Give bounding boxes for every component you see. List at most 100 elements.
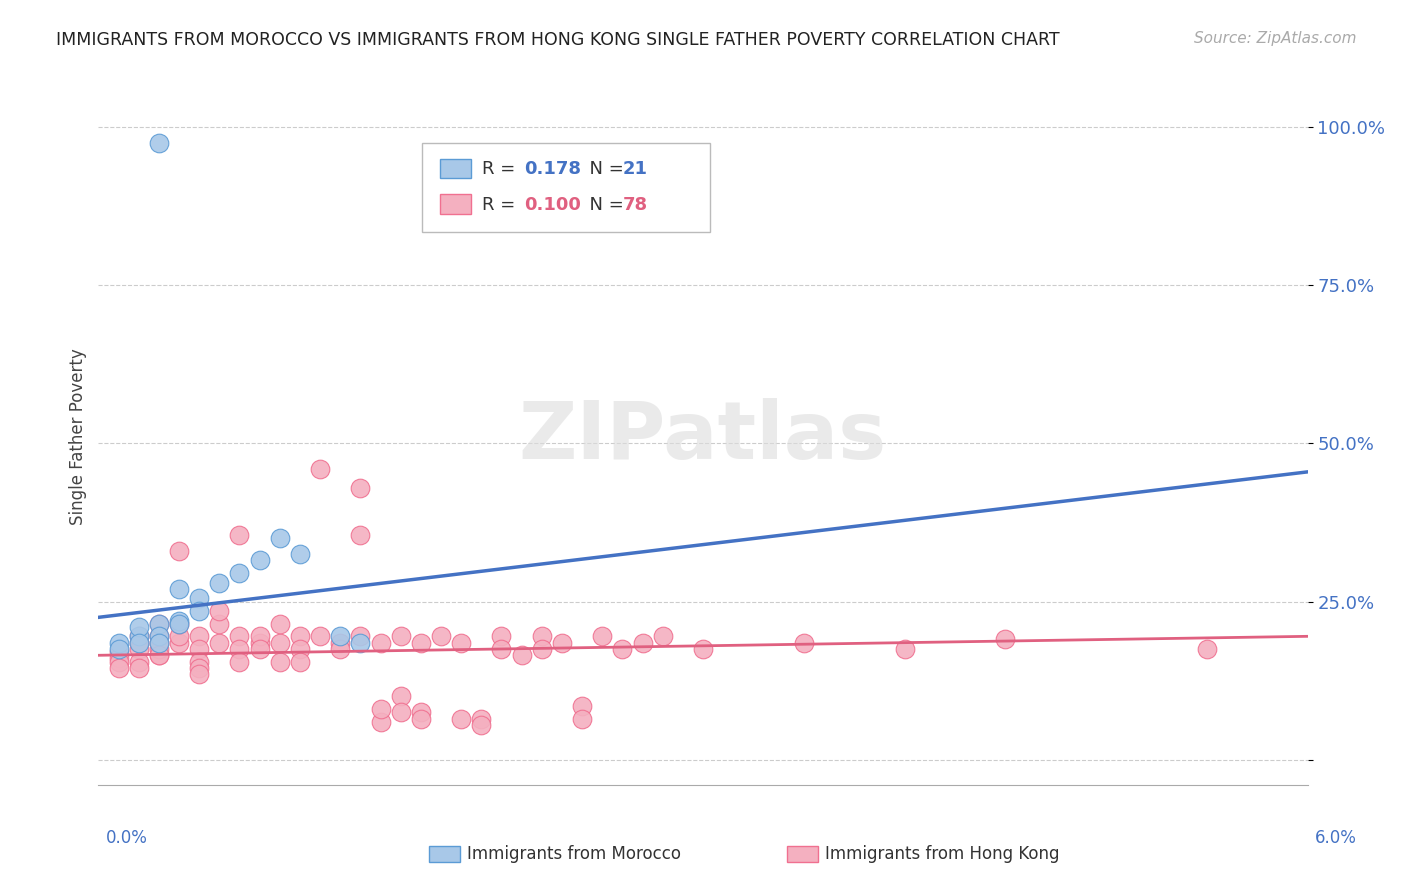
Point (893, 642, 915, 657)
Text: R =: R = (482, 161, 522, 178)
Point (389, 629, 412, 643)
Point (249, 629, 271, 643)
Point (148, 136, 170, 150)
Point (269, 531, 291, 545)
Text: 0.0%: 0.0% (105, 829, 148, 847)
Point (167, 616, 190, 631)
Point (269, 616, 291, 631)
Point (208, 575, 231, 590)
Point (288, 547, 311, 561)
Point (249, 635, 271, 649)
Point (128, 629, 150, 643)
Text: ZIPatlas: ZIPatlas (519, 398, 887, 476)
Point (370, 714, 392, 729)
Point (167, 582, 190, 596)
Text: IMMIGRANTS FROM MOROCCO VS IMMIGRANTS FROM HONG KONG SINGLE FATHER POVERTY CORRE: IMMIGRANTS FROM MOROCCO VS IMMIGRANTS FR… (56, 31, 1060, 49)
Point (349, 528, 371, 542)
Point (309, 629, 332, 643)
Point (994, 632, 1017, 647)
Point (349, 635, 371, 649)
Text: Source: ZipAtlas.com: Source: ZipAtlas.com (1194, 31, 1357, 46)
Point (107, 661, 129, 675)
Point (128, 635, 150, 649)
Point (148, 616, 170, 631)
Point (793, 635, 815, 649)
Point (167, 629, 190, 643)
Point (409, 635, 432, 649)
Point (551, 635, 574, 649)
Point (128, 635, 150, 649)
Text: 21: 21 (623, 161, 648, 178)
Point (288, 655, 311, 669)
Point (329, 629, 352, 643)
Point (491, 642, 513, 657)
Point (167, 635, 190, 649)
Point (128, 629, 150, 643)
Point (107, 651, 129, 665)
Point (128, 642, 150, 657)
Point (349, 629, 371, 643)
Point (612, 642, 634, 657)
Text: 6.0%: 6.0% (1315, 829, 1357, 847)
Point (591, 629, 613, 643)
Point (288, 642, 311, 657)
Point (188, 604, 211, 618)
Point (571, 712, 593, 726)
Point (228, 655, 250, 669)
Point (148, 616, 170, 631)
Point (450, 635, 472, 649)
Point (188, 591, 211, 606)
Point (389, 690, 412, 704)
Point (450, 712, 472, 726)
Y-axis label: Single Father Poverty: Single Father Poverty (69, 349, 87, 525)
Point (249, 553, 271, 567)
Point (188, 661, 211, 675)
Text: R =: R = (482, 196, 522, 214)
Point (167, 544, 190, 558)
Point (128, 655, 150, 669)
Point (208, 604, 231, 618)
Point (530, 629, 553, 643)
Text: 78: 78 (623, 196, 648, 214)
Point (389, 705, 412, 719)
Point (470, 712, 492, 726)
Text: Immigrants from Morocco: Immigrants from Morocco (467, 845, 681, 863)
Point (228, 629, 250, 643)
Text: N =: N = (578, 161, 630, 178)
Point (430, 629, 453, 643)
Text: Immigrants from Hong Kong: Immigrants from Hong Kong (825, 845, 1060, 863)
Point (651, 629, 673, 643)
Point (269, 655, 291, 669)
Point (107, 655, 129, 669)
Point (107, 645, 129, 659)
Point (148, 629, 170, 643)
Point (107, 642, 129, 657)
Point (148, 635, 170, 649)
Point (208, 616, 231, 631)
Point (692, 642, 714, 657)
Point (269, 635, 291, 649)
Point (530, 642, 553, 657)
Point (510, 648, 533, 663)
Point (288, 629, 311, 643)
Point (491, 629, 513, 643)
Point (148, 642, 170, 657)
Point (188, 629, 211, 643)
Point (631, 635, 654, 649)
Point (188, 667, 211, 681)
Point (148, 648, 170, 663)
Point (329, 642, 352, 657)
Point (409, 705, 432, 719)
Point (370, 635, 392, 649)
Point (571, 698, 593, 713)
Point (249, 642, 271, 657)
Point (370, 702, 392, 716)
Point (188, 642, 211, 657)
Point (188, 655, 211, 669)
Text: N =: N = (578, 196, 630, 214)
Point (470, 718, 492, 732)
Point (148, 629, 170, 643)
Point (167, 616, 190, 631)
Point (228, 566, 250, 580)
Point (309, 461, 332, 475)
